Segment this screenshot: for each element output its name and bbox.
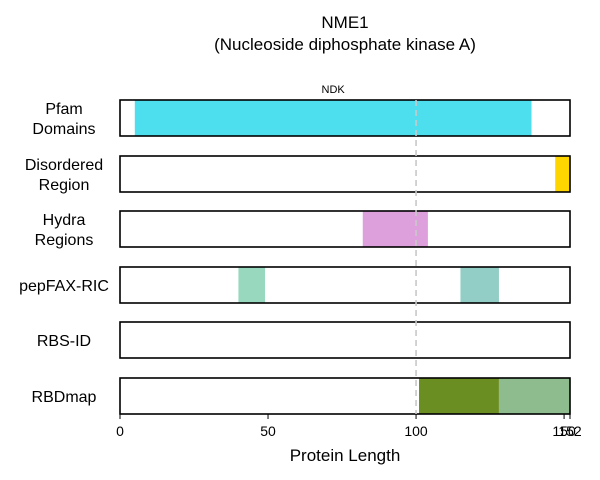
track-frame: [119, 377, 571, 415]
track-label: RBS-ID: [37, 333, 91, 350]
x-tick-label: 100: [404, 423, 428, 439]
x-tick-label: 152: [558, 423, 582, 439]
track-0-segment-0: [134, 100, 532, 136]
track-label: Regions: [35, 232, 94, 249]
track-label: Domains: [32, 121, 95, 138]
track-background: [120, 211, 570, 247]
track-1-segment-0: [555, 156, 570, 192]
x-tick-label: 0: [116, 423, 124, 439]
track-label: Disordered: [25, 157, 103, 174]
track-label: Hydra: [43, 212, 86, 229]
track-background: [120, 156, 570, 192]
track-frame: [119, 155, 571, 193]
track-5: RBDmap: [32, 377, 571, 415]
track-2-segment-0: [362, 211, 428, 247]
track-frame: [119, 210, 571, 248]
track-3: pepFAX-RIC: [19, 266, 571, 304]
track-4: RBS-ID: [37, 321, 571, 359]
track-5-segment-0: [419, 378, 499, 414]
x-tick-label: 150: [552, 423, 576, 439]
chart-subtitle: (Nucleoside diphosphate kinase A): [214, 35, 476, 54]
track-5-segment-1: [498, 378, 570, 414]
track-label: RBDmap: [32, 389, 97, 406]
x-tick-label: 50: [260, 423, 276, 439]
track-1: Disordered Region: [25, 155, 571, 194]
track-3-segment-1: [460, 267, 499, 303]
track-0: NDK Pfam Domains: [32, 84, 571, 138]
chart-title: NME1: [321, 13, 368, 32]
track-2: Hydra Regions: [35, 210, 571, 249]
track-background: [120, 267, 570, 303]
track-label: Region: [39, 177, 90, 194]
tracks-group: NDK Pfam Domains Disordered Region Hydra Regio…: [19, 84, 571, 415]
x-axis-label: Protein Length: [290, 446, 401, 465]
track-frame: [119, 99, 571, 137]
track-frame: [119, 266, 571, 304]
track-background: [120, 322, 570, 358]
segment-label: NDK: [322, 84, 346, 96]
track-frame: [119, 321, 571, 359]
track-3-segment-0: [238, 267, 266, 303]
track-label: pepFAX-RIC: [19, 278, 109, 295]
track-label: Pfam: [45, 101, 82, 118]
